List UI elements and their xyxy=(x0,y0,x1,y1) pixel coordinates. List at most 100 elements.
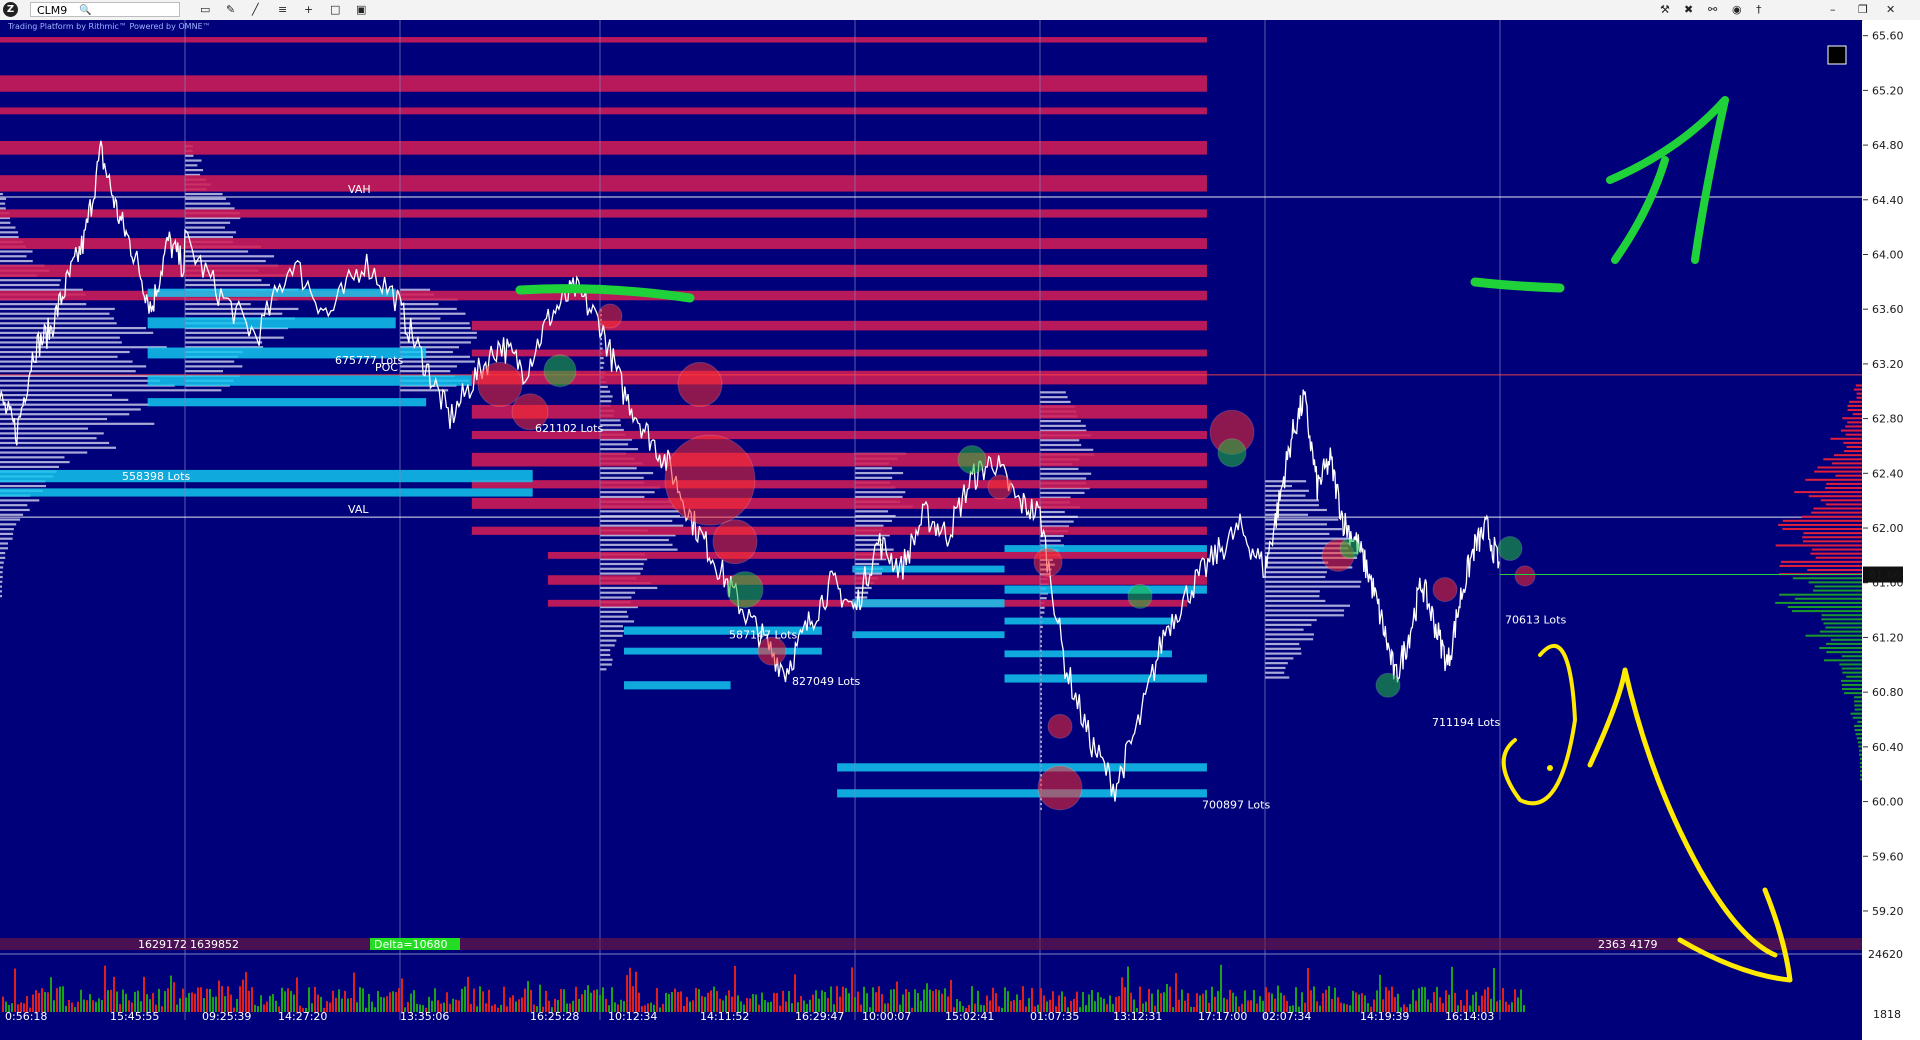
profile-bar xyxy=(0,528,14,531)
search-icon[interactable]: 🔍 xyxy=(79,5,92,16)
time-tick-label: 14:27:20 xyxy=(278,1010,327,1023)
volume-bar xyxy=(899,1004,901,1012)
volume-bar xyxy=(1145,1001,1147,1012)
volume-bar xyxy=(1052,991,1054,1012)
lots-label: 827049 Lots xyxy=(792,675,860,688)
volume-bar xyxy=(626,975,628,1012)
volume-bar xyxy=(1403,1004,1405,1012)
volume-bar xyxy=(815,990,817,1012)
profile-bar xyxy=(1265,513,1309,516)
profile-bar xyxy=(855,495,903,499)
profile-bar xyxy=(855,467,893,470)
monitor-icon[interactable]: ▭ xyxy=(200,3,211,16)
volume-bar xyxy=(1157,989,1159,1012)
profile-bar xyxy=(855,572,883,575)
pin-icon[interactable]: † xyxy=(1756,3,1762,16)
link-icon[interactable]: ⚯ xyxy=(1708,3,1718,16)
price-tick-label: 62.00 xyxy=(1872,522,1904,535)
app-logo[interactable]: Z xyxy=(3,2,18,17)
volume-bar xyxy=(653,1004,655,1012)
volume-bar xyxy=(764,999,766,1012)
volume-bar xyxy=(239,986,241,1012)
profile-bar xyxy=(600,615,629,618)
cursor-icon[interactable]: ✖ xyxy=(1684,3,1694,16)
volume-bar xyxy=(1115,997,1117,1012)
volume-bar xyxy=(854,997,856,1012)
profile-bar xyxy=(1040,625,1043,629)
volume-bar xyxy=(1136,1007,1138,1012)
crosshair-plus-icon[interactable]: + xyxy=(304,3,314,16)
camera-icon[interactable]: ◉ xyxy=(1732,3,1742,16)
volume-bar xyxy=(1475,991,1477,1012)
yellow-down-arrow xyxy=(1587,667,1793,983)
volume-bar xyxy=(731,996,733,1012)
volume-bar xyxy=(683,1005,685,1012)
demand-zone xyxy=(624,681,731,690)
profile-bar xyxy=(0,465,59,469)
order-flow-bubbles xyxy=(477,303,1536,811)
volume-bar xyxy=(1397,993,1399,1012)
price-tick-label: 63.20 xyxy=(1872,358,1904,371)
volume-bar xyxy=(128,1000,130,1012)
volume-bar xyxy=(419,1004,421,1012)
sell-bubble xyxy=(1037,765,1083,811)
sell-volume: 1629172 xyxy=(138,938,187,951)
time-tick-label: 09:25:39 xyxy=(202,1010,251,1023)
symbol-input[interactable]: CLM9 🔍 xyxy=(30,2,180,17)
bar-settings-icon[interactable]: ≡ xyxy=(278,3,288,16)
green-dash xyxy=(1470,277,1565,293)
volume-bar xyxy=(50,977,52,1012)
volume-bar xyxy=(1292,1005,1294,1012)
profile-bar xyxy=(600,586,658,590)
volume-bar xyxy=(149,999,151,1012)
histogram-bar xyxy=(1841,667,1862,670)
wrench-icon[interactable]: ⚒ xyxy=(1660,3,1670,16)
volume-bar xyxy=(62,986,64,1012)
marker-label-val: VAL xyxy=(348,503,369,516)
profile-bar xyxy=(1040,711,1042,715)
volume-bar xyxy=(377,991,379,1012)
profile-bar xyxy=(0,384,175,387)
volume-bar xyxy=(620,999,622,1012)
time-tick-label: 02:07:34 xyxy=(1262,1010,1311,1023)
volume-bar xyxy=(194,993,196,1012)
minimize-icon[interactable]: – xyxy=(1830,3,1836,16)
supply-zone xyxy=(0,75,1207,92)
layout-icon[interactable]: ▣ xyxy=(356,3,367,16)
window-icon[interactable]: □ xyxy=(330,3,341,16)
volume-bar xyxy=(917,992,919,1012)
volume-bar xyxy=(11,1003,13,1012)
volume-bar xyxy=(1484,989,1486,1012)
profile-bar xyxy=(1265,566,1353,569)
profile-bar xyxy=(600,596,632,599)
volume-bar xyxy=(545,990,547,1012)
volume-bar xyxy=(338,989,340,1012)
line-chart-icon[interactable]: ╱ xyxy=(252,3,259,16)
pencil-icon[interactable]: ✎ xyxy=(226,3,236,16)
volume-bar xyxy=(1481,995,1483,1012)
volume-bar xyxy=(743,1004,745,1012)
profile-bar xyxy=(600,443,629,446)
volume-bar xyxy=(860,1004,862,1012)
volume-bar xyxy=(935,989,937,1012)
restore-icon[interactable]: ❐ xyxy=(1858,3,1868,16)
lots-label: 70613 Lots xyxy=(1505,614,1566,627)
volume-bar xyxy=(92,1000,94,1012)
supply-zone xyxy=(547,575,1207,585)
histogram-bar xyxy=(1782,528,1862,531)
volume-bar xyxy=(515,1001,517,1012)
volume-bar xyxy=(851,967,853,1012)
play-panel-button[interactable] xyxy=(1827,45,1847,65)
volume-bar xyxy=(1358,994,1360,1012)
profile-bar xyxy=(0,288,83,291)
histogram-bar xyxy=(1823,622,1862,625)
volume-bar xyxy=(746,997,748,1012)
volume-bar xyxy=(665,992,667,1012)
close-icon[interactable]: ✕ xyxy=(1886,3,1896,16)
chart-area[interactable]: VAH VAL POC 675777 Lots 558398 Lots 621102 Lo… xyxy=(0,20,1920,1040)
volume-bar xyxy=(662,1003,664,1012)
profile-bar xyxy=(0,441,110,445)
volume-bar xyxy=(77,1001,79,1012)
buy-bubble xyxy=(1375,672,1401,698)
